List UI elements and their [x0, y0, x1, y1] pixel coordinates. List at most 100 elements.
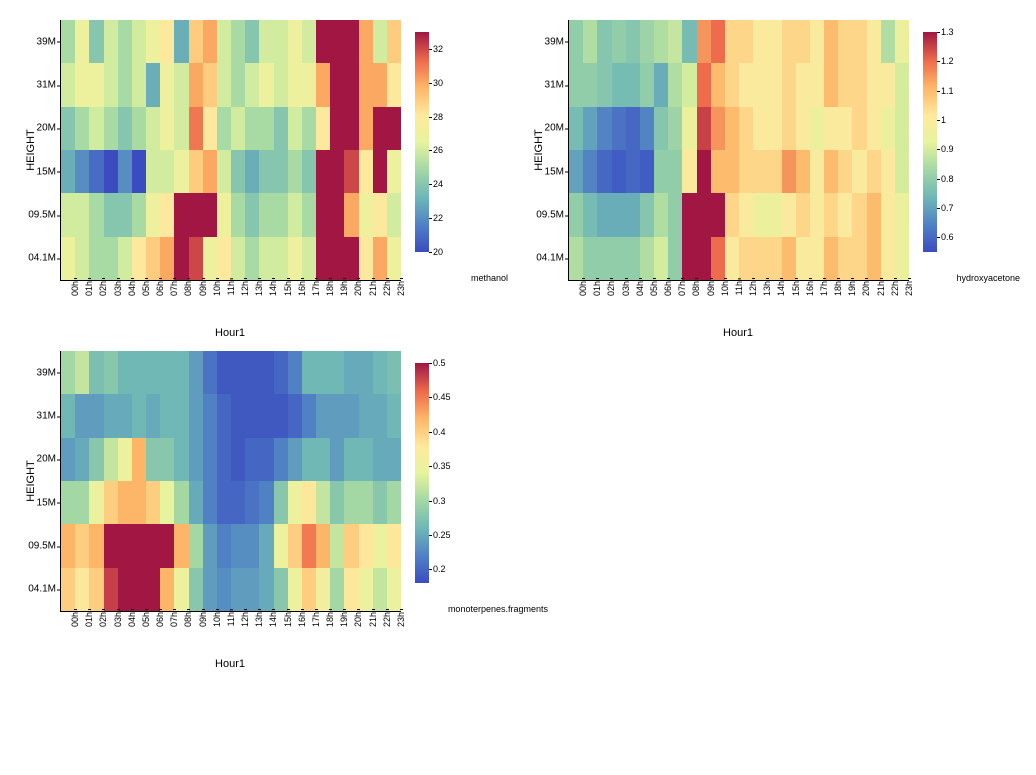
heatmap-cell: [189, 150, 203, 193]
y-tick: 20M: [37, 123, 56, 134]
x-tick: 16h: [805, 281, 815, 296]
heatmap-cell: [146, 107, 160, 150]
heatmap-cell: [668, 150, 682, 193]
colorbar-tick: 28: [433, 112, 443, 122]
heatmap-cell: [160, 481, 174, 524]
heatmap-cell: [259, 394, 273, 437]
heatmap-cell: [203, 237, 217, 280]
heatmap-cell: [146, 150, 160, 193]
heatmap-cell: [654, 20, 668, 63]
heatmap-cell: [89, 107, 103, 150]
heatmap-cell: [259, 351, 273, 394]
heatmap-cell: [160, 237, 174, 280]
heatmap-cell: [782, 237, 796, 280]
heatmap-cell: [118, 150, 132, 193]
y-tick: 31M: [545, 80, 564, 91]
heatmap-cell: [89, 150, 103, 193]
colorbar: 20222426283032: [415, 20, 429, 252]
heatmap-cell: [146, 63, 160, 106]
heatmap-cell: [373, 568, 387, 611]
heatmap-cell: [245, 524, 259, 567]
heatmap-cell: [118, 394, 132, 437]
heatmap-cell: [288, 150, 302, 193]
heatmap-cell: [387, 568, 401, 611]
heatmap-cell: [231, 20, 245, 63]
heatmap-cell: [626, 237, 640, 280]
heatmap-cell: [245, 568, 259, 611]
x-tick: 10h: [212, 281, 222, 296]
x-tick: 15h: [283, 281, 293, 296]
heatmap-cell: [682, 237, 696, 280]
heatmap-cell: [132, 107, 146, 150]
heatmap-cell: [344, 107, 358, 150]
heatmap-cell: [160, 107, 174, 150]
heatmap-cell: [626, 150, 640, 193]
x-tick: 16h: [297, 281, 307, 296]
x-tick: 22h: [382, 612, 392, 627]
colorbar-tick: 0.4: [433, 427, 446, 437]
colorbar: 0.60.70.80.911.11.21.3: [923, 20, 937, 252]
heatmap-cell: [259, 524, 273, 567]
heatmap-cell: [302, 481, 316, 524]
heatmap-cell: [104, 524, 118, 567]
heatmap-cell: [725, 150, 739, 193]
x-tick: 01h: [84, 612, 94, 627]
y-tick: 15M: [545, 166, 564, 177]
x-tick: 15h: [283, 612, 293, 627]
heatmap-cell: [189, 524, 203, 567]
x-tick: 20h: [861, 281, 871, 296]
heatmap-cell: [245, 237, 259, 280]
heatmap-cell: [316, 394, 330, 437]
heatmap-cell: [61, 438, 75, 481]
heatmap-cell: [104, 150, 118, 193]
heatmap-cell: [344, 524, 358, 567]
x-axis: 00h01h02h03h04h05h06h07h08h09h10h11h12h1…: [60, 281, 400, 331]
heatmap-cell: [75, 568, 89, 611]
heatmap-cell: [344, 394, 358, 437]
x-tick: 05h: [141, 281, 151, 296]
heatmap-cell: [89, 20, 103, 63]
x-tick: 22h: [890, 281, 900, 296]
heatmap-cell: [359, 351, 373, 394]
heatmap: [60, 20, 401, 281]
heatmap-cell: [711, 63, 725, 106]
heatmap-cell: [682, 63, 696, 106]
heatmap-cell: [387, 107, 401, 150]
heatmap-cell: [288, 394, 302, 437]
heatmap-cell: [189, 481, 203, 524]
heatmap-cell: [344, 568, 358, 611]
heatmap-cell: [824, 107, 838, 150]
heatmap-cell: [824, 237, 838, 280]
heatmap-cell: [881, 107, 895, 150]
heatmap-cell: [344, 351, 358, 394]
heatmap-cell: [174, 63, 188, 106]
heatmap-cell: [61, 237, 75, 280]
colorbar-tick: 0.7: [941, 203, 954, 213]
heatmap-cell: [682, 107, 696, 150]
heatmap-cell: [387, 481, 401, 524]
heatmap-cell: [682, 150, 696, 193]
heatmap-cell: [810, 237, 824, 280]
x-tick: 15h: [791, 281, 801, 296]
heatmap-cell: [89, 351, 103, 394]
heatmap-cell: [174, 351, 188, 394]
heatmap-cell: [288, 524, 302, 567]
heatmap-cell: [330, 568, 344, 611]
heatmap-cell: [146, 351, 160, 394]
heatmap-cell: [612, 237, 626, 280]
heatmap-cell: [711, 20, 725, 63]
heatmap-cell: [626, 107, 640, 150]
heatmap-cell: [104, 193, 118, 236]
heatmap-cell: [132, 150, 146, 193]
x-tick: 02h: [98, 281, 108, 296]
heatmap-cell: [739, 20, 753, 63]
heatmap-cell: [245, 150, 259, 193]
colorbar-tick: 0.5: [433, 358, 446, 368]
x-tick: 23h: [396, 281, 406, 296]
y-tick: 39M: [545, 36, 564, 47]
heatmap-cell: [852, 193, 866, 236]
heatmap-cell: [838, 63, 852, 106]
heatmap-cell: [373, 150, 387, 193]
heatmap-cell: [373, 481, 387, 524]
y-tick: 31M: [37, 411, 56, 422]
